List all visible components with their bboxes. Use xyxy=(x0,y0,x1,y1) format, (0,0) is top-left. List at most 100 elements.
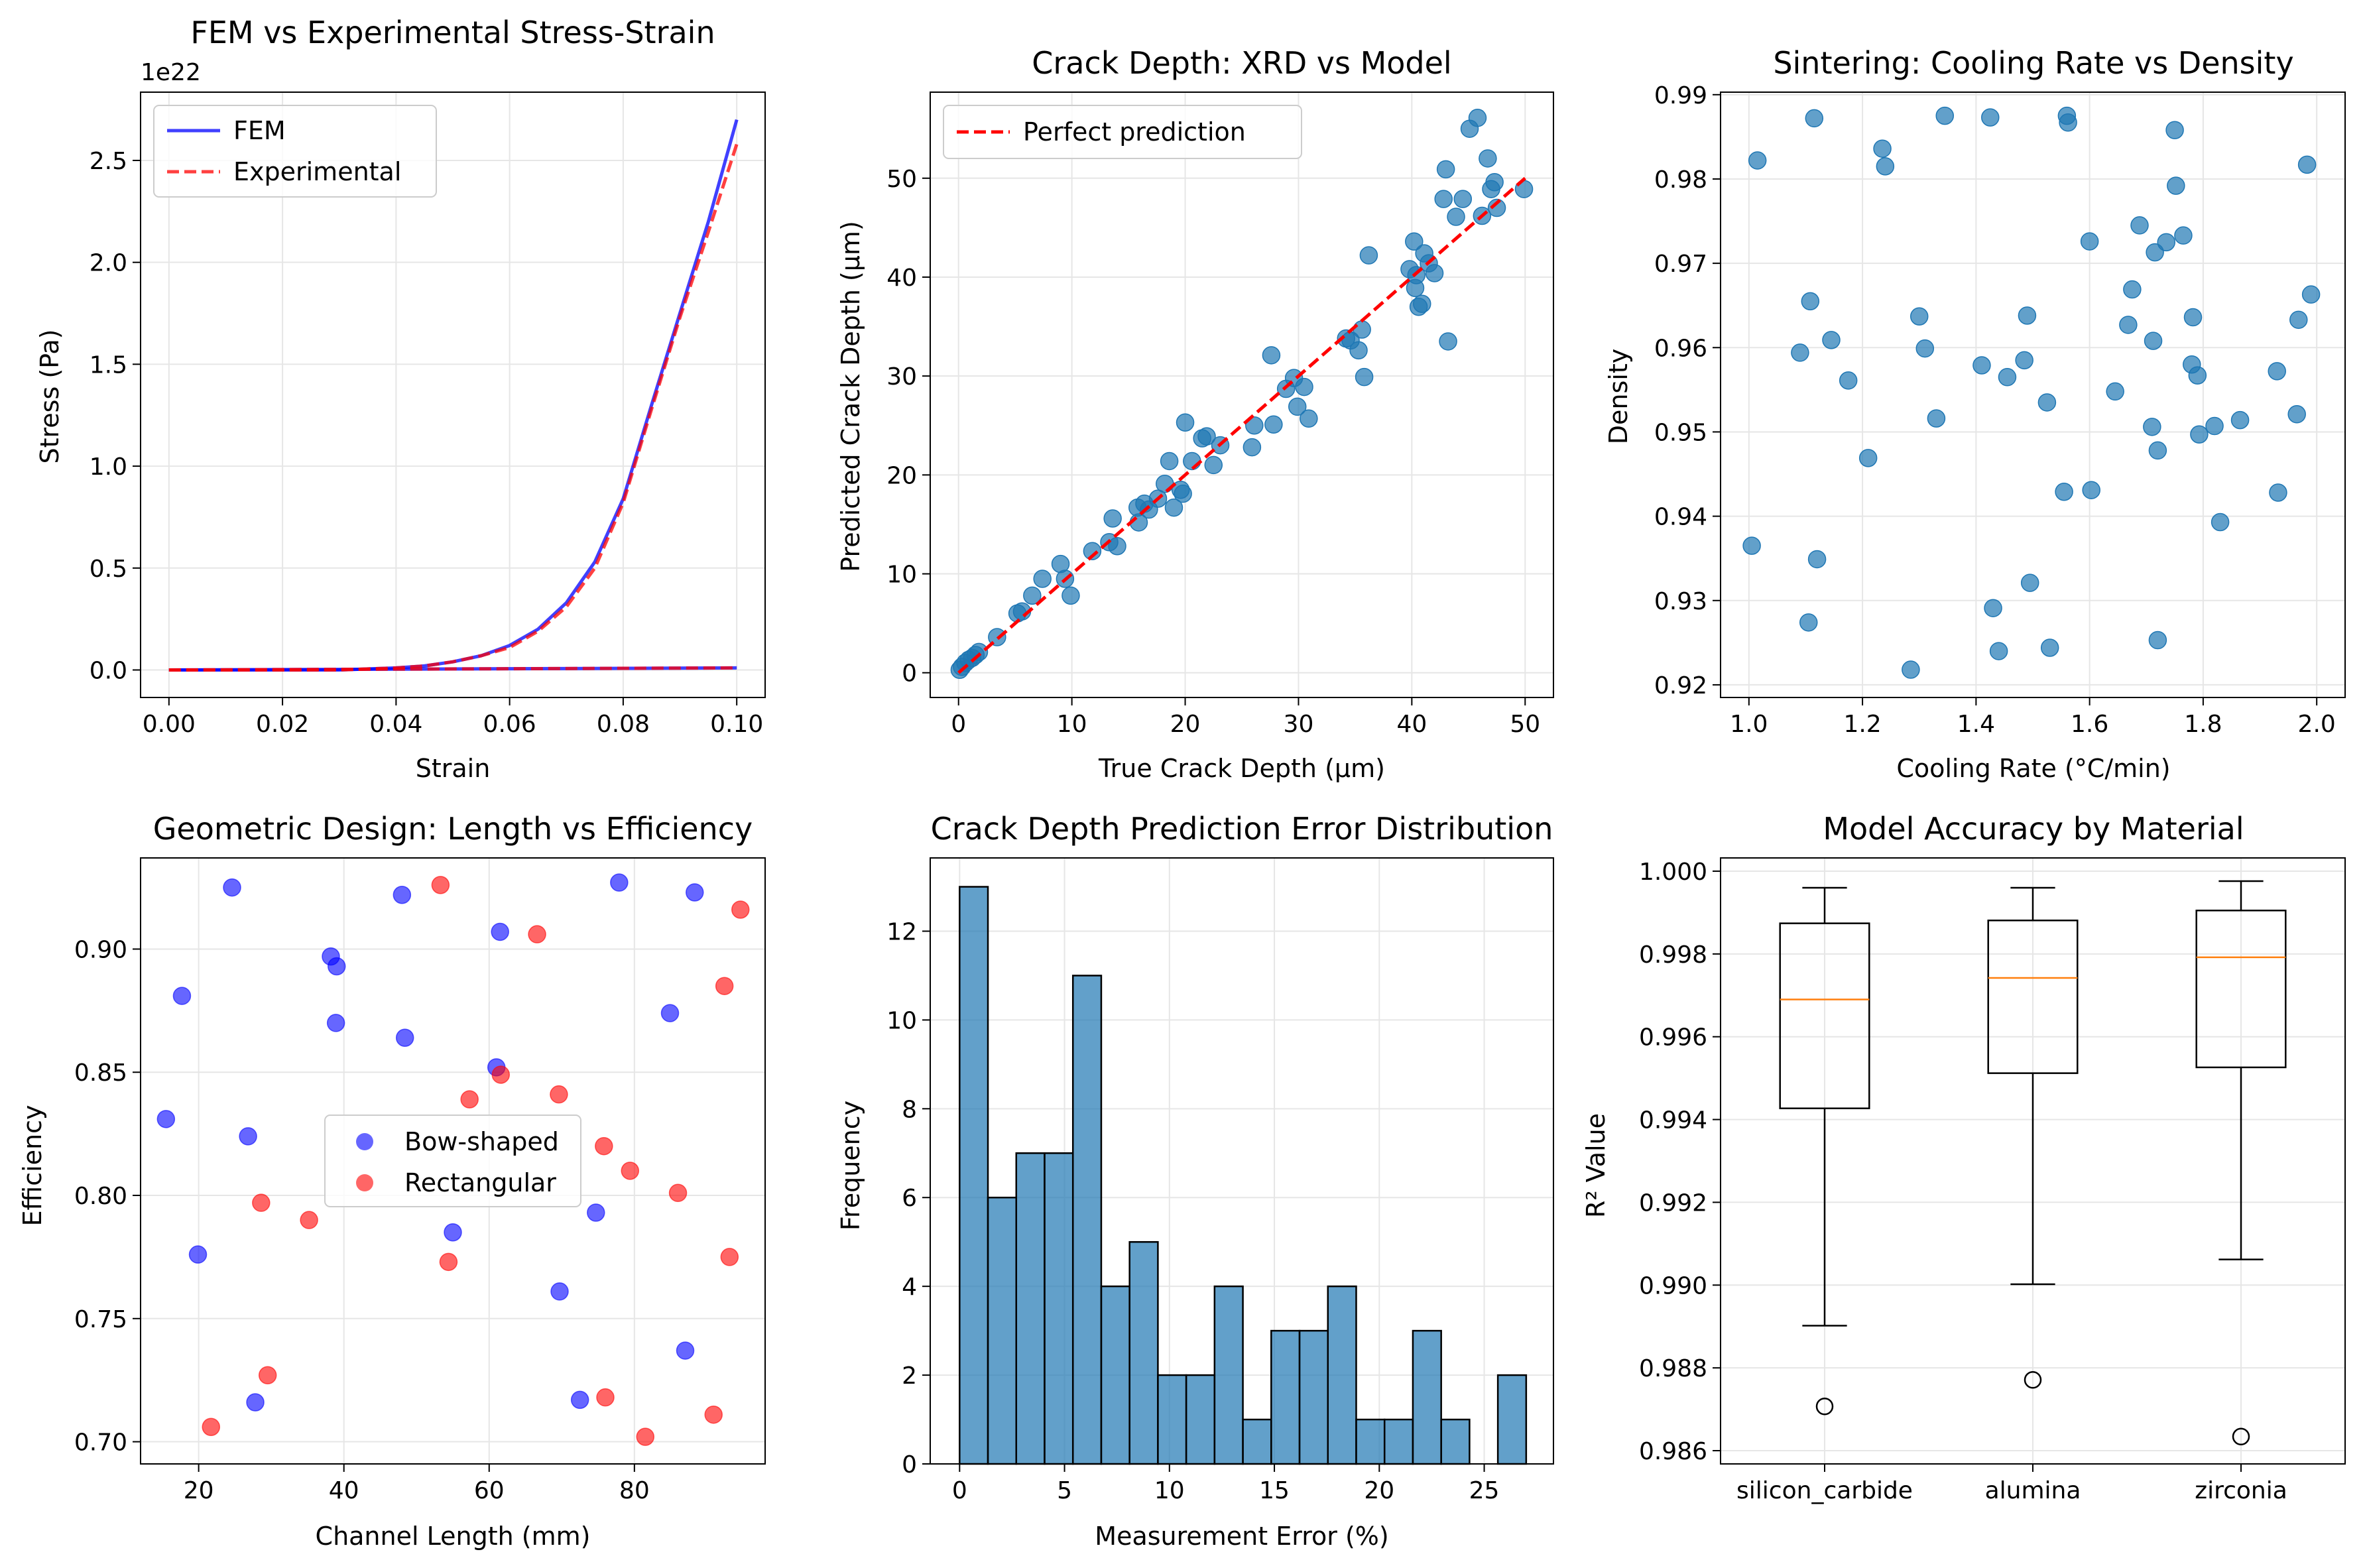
histogram-bar xyxy=(1071,975,1103,1465)
data-point xyxy=(2301,285,2321,304)
data-point xyxy=(550,1085,568,1104)
data-point xyxy=(2123,280,2142,299)
y-tick-label: 0.990 xyxy=(1639,1272,1707,1299)
data-point xyxy=(246,1393,265,1412)
histogram-bar xyxy=(1100,1285,1130,1465)
chart-title: FEM vs Experimental Stress-Strain xyxy=(190,15,715,50)
data-point xyxy=(1748,151,1767,170)
legend-label: FEM xyxy=(233,116,286,145)
x-tick-label: 0.04 xyxy=(369,711,422,738)
x-tick-label: 2.0 xyxy=(2298,711,2336,738)
outlier-point xyxy=(1815,1397,1834,1416)
y-tick-label: 6 xyxy=(902,1185,917,1212)
data-point xyxy=(1264,415,1283,434)
x-tick-label: 0 xyxy=(952,1477,967,1504)
legend-marker xyxy=(356,1133,373,1150)
legend-label: Perfect prediction xyxy=(1023,117,1246,147)
data-point xyxy=(610,873,629,892)
data-point xyxy=(1425,264,1444,282)
data-point xyxy=(1468,109,1487,127)
x-axis-label: Measurement Error (%) xyxy=(1095,1522,1388,1551)
x-axis-label: Cooling Rate (°C/min) xyxy=(1896,754,2170,783)
data-point xyxy=(1839,371,1858,390)
data-point xyxy=(444,1223,462,1242)
scatter-series-1 xyxy=(202,876,750,1446)
box-body xyxy=(1987,920,2079,1074)
box-alumina xyxy=(1987,886,2079,1389)
data-point xyxy=(1359,246,1378,265)
data-point xyxy=(1300,409,1318,428)
histogram-bar xyxy=(1213,1285,1244,1465)
panel-stress-strain: 0.00 0.02 0.04 0.06 0.08 0.10 0.0 0.5 1.0 1.5 2.0 2… xyxy=(35,15,766,783)
data-point xyxy=(1245,416,1264,435)
chart-title: Model Accuracy by Material xyxy=(1823,811,2244,847)
histogram-bar xyxy=(1298,1329,1329,1465)
series-line-baseline-1 xyxy=(168,666,737,672)
legend: Bow-shaped Rectangular xyxy=(324,1115,581,1207)
histogram-bar xyxy=(1015,1152,1046,1465)
scatter-series-0 xyxy=(156,873,704,1412)
histogram-bar xyxy=(1412,1329,1442,1465)
data-point xyxy=(1927,409,1946,428)
panel-accuracy-boxplot: silicon_carbide alumina zirconia 0.986 0.988… xyxy=(1581,811,2346,1504)
data-point xyxy=(1204,455,1223,475)
data-point xyxy=(1295,377,1313,396)
data-point xyxy=(1479,149,1497,168)
y-tick-label: 50 xyxy=(886,166,917,193)
data-point xyxy=(239,1127,257,1146)
data-point xyxy=(2040,638,2059,657)
data-point xyxy=(300,1211,318,1229)
data-point xyxy=(2297,155,2317,174)
data-point xyxy=(2188,366,2207,385)
perfect-prediction-line xyxy=(957,176,1526,674)
data-point xyxy=(660,1004,680,1022)
data-point xyxy=(1156,475,1174,493)
data-point xyxy=(2205,416,2224,436)
data-point xyxy=(636,1427,655,1446)
data-point xyxy=(258,1366,277,1384)
data-point xyxy=(528,925,546,943)
y-tick-label: 0.97 xyxy=(1654,251,1707,278)
data-point xyxy=(1902,660,1920,679)
histogram-bar xyxy=(1440,1418,1471,1465)
x-axis-label: True Crack Depth (μm) xyxy=(1098,754,1385,783)
data-point xyxy=(686,883,704,902)
data-point xyxy=(1910,307,1929,326)
x-tick-label: 10 xyxy=(1057,711,1087,738)
y-tick-label: 12 xyxy=(886,918,917,945)
y-tick-label: 0.93 xyxy=(1654,588,1707,615)
box-body xyxy=(2195,910,2287,1069)
histogram-bar xyxy=(1383,1418,1414,1465)
data-point xyxy=(676,1341,695,1360)
plot-layer: 20 40 60 80 0.70 0.75 0.80 0.85 0.90 Bow-shaped Re… xyxy=(74,857,766,1504)
data-point xyxy=(2037,393,2057,412)
y-tick-label: 0.95 xyxy=(1654,419,1707,446)
scatter-points xyxy=(1742,106,2321,679)
legend-box xyxy=(153,105,437,198)
data-point xyxy=(1805,109,1824,128)
data-point xyxy=(1447,208,1465,226)
y-tick-label: 0.5 xyxy=(90,556,127,583)
data-point xyxy=(1822,331,1841,349)
data-point xyxy=(2059,113,2077,132)
data-point xyxy=(596,1388,615,1407)
x-tick-label: 25 xyxy=(1469,1477,1500,1504)
y-tick-label: 0.998 xyxy=(1639,941,1707,969)
data-point xyxy=(1485,173,1504,192)
y-tick-label: 0.92 xyxy=(1654,672,1707,699)
x-tick-label: 1.8 xyxy=(2184,711,2222,738)
data-point xyxy=(1176,413,1195,432)
plot-layer: 0 5 10 15 20 25 0 2 4 6 8 10 12 xyxy=(886,857,1554,1504)
data-point xyxy=(2157,233,2175,252)
data-point xyxy=(1791,343,1809,362)
data-point xyxy=(2146,243,2164,262)
y-tick-label: 2 xyxy=(902,1362,917,1390)
data-point xyxy=(202,1417,220,1437)
histogram-bar xyxy=(1044,1152,1074,1465)
y-tick-label: 0.94 xyxy=(1654,504,1707,531)
y-tick-label: 0.994 xyxy=(1639,1107,1707,1134)
data-point xyxy=(439,1252,458,1272)
axes-frame xyxy=(930,857,1554,1465)
data-point xyxy=(1436,160,1455,179)
